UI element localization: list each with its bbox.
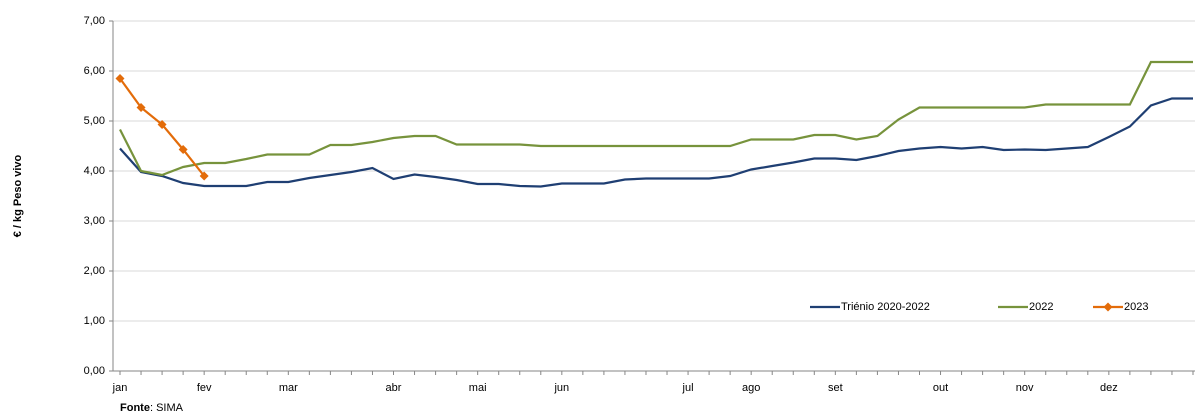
y-tick-label: 3,00 xyxy=(84,215,105,227)
legend-marker xyxy=(1103,302,1113,312)
x-tick-label: mar xyxy=(279,382,298,394)
x-tick-label: mai xyxy=(469,382,487,394)
legend-label: Triénio 2020-2022 xyxy=(841,301,930,313)
y-tick-label: 1,00 xyxy=(84,315,105,327)
y-tick-label: 6,00 xyxy=(84,65,105,77)
source: Fonte: SIMA xyxy=(120,402,184,414)
y-tick-label: 2,00 xyxy=(84,265,105,277)
x-tick-label: out xyxy=(933,382,948,394)
series-marker xyxy=(199,171,209,181)
legend-label: 2022 xyxy=(1029,301,1053,313)
series-marker xyxy=(136,103,146,112)
series-marker xyxy=(178,145,188,154)
x-tick-label: jun xyxy=(553,382,569,394)
series-line xyxy=(119,60,1193,177)
x-tick-label: jan xyxy=(112,382,128,394)
y-tick-label: 7,00 xyxy=(84,15,105,27)
x-tick-label: dez xyxy=(1100,382,1118,394)
series-line xyxy=(119,97,1193,188)
x-tick-label: jul xyxy=(682,382,694,394)
x-tick-label: ago xyxy=(742,382,760,394)
y-axis-label: € / kg Peso vivo xyxy=(12,154,24,237)
source-label: Fonte xyxy=(120,402,150,414)
y-tick-label: 0,00 xyxy=(84,365,105,377)
legend-label: 2023 xyxy=(1124,301,1148,313)
source-text: : SIMA xyxy=(150,402,184,414)
x-tick-label: nov xyxy=(1016,382,1034,394)
x-tick-label: abr xyxy=(386,382,402,394)
y-tick-label: 4,00 xyxy=(84,165,105,177)
x-tick-label: set xyxy=(828,382,843,394)
series-marker xyxy=(157,120,167,129)
series-marker xyxy=(115,74,125,83)
y-tick-label: 5,00 xyxy=(84,115,105,127)
x-tick-label: fev xyxy=(197,382,212,394)
